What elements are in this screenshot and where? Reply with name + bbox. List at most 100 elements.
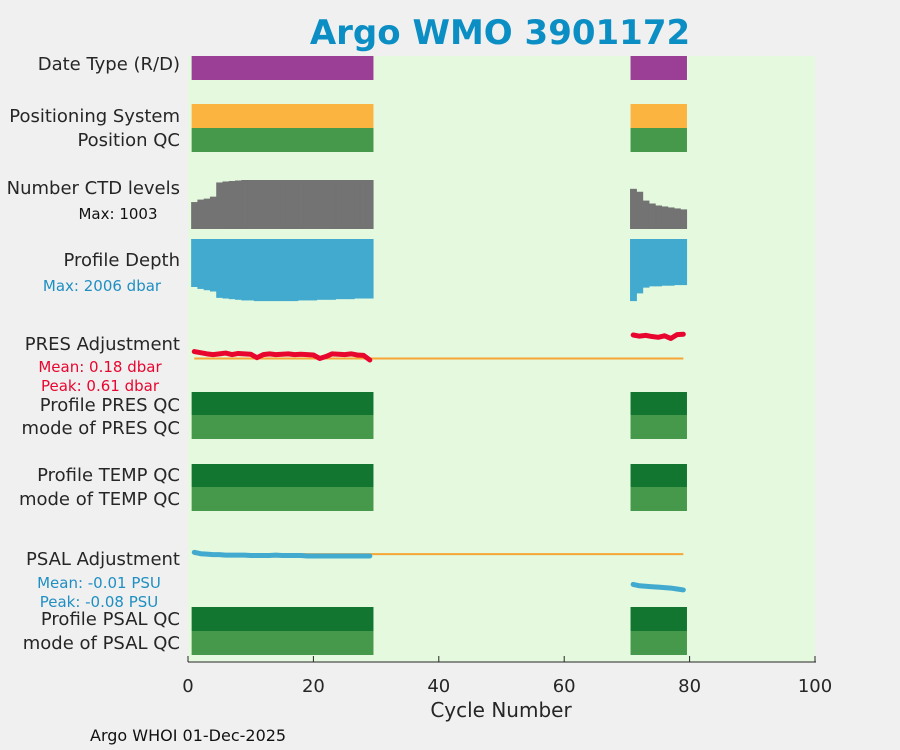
bar-number-ctd-levels-cycle-7: [228, 180, 236, 229]
bar-profile-depth-cycle-18: [297, 239, 305, 301]
bar-number-ctd-levels-cycle-1: [191, 202, 199, 229]
bar-profile-depth-cycle-20: [310, 239, 318, 301]
chart-marks: [191, 56, 688, 655]
x-axis-label: Cycle Number: [430, 698, 572, 722]
bar-number-ctd-levels-cycle-22: [322, 180, 330, 229]
row-note-pres-adjustment-0: Mean: 0.18 dbar: [38, 358, 162, 376]
bar-mode-pres-qc-segment-0: [191, 415, 374, 439]
bar-profile-depth-cycle-19: [303, 239, 311, 301]
bar-number-ctd-levels-cycle-28: [360, 180, 368, 229]
bar-profile-depth-cycle-10: [247, 239, 255, 301]
bar-profile-depth-cycle-72: [636, 239, 644, 294]
bar-profile-depth-cycle-8: [235, 239, 242, 300]
bar-number-ctd-levels-cycle-17: [291, 180, 299, 229]
bar-profile-depth-cycle-75: [655, 239, 662, 287]
bar-profile-depth-cycle-3: [203, 239, 211, 291]
bar-profile-depth-cycle-79: [680, 239, 688, 286]
bar-date-type-segment-0: [191, 56, 374, 80]
x-tick-label-100: 100: [798, 676, 832, 697]
bar-profile-depth-cycle-21: [316, 239, 324, 300]
x-tick-label-60: 60: [553, 676, 576, 697]
x-tick-label-20: 20: [302, 676, 325, 697]
bar-profile-depth-cycle-13: [266, 239, 274, 302]
bar-mode-temp-qc-segment-1: [630, 487, 687, 511]
bar-profile-depth-cycle-17: [291, 239, 299, 302]
row-note-profile-depth-0: Max: 2006 dbar: [43, 277, 162, 295]
bar-number-ctd-levels-cycle-74: [648, 203, 656, 229]
bar-number-ctd-levels-cycle-19: [303, 180, 311, 229]
bar-positioning-system-segment-0: [191, 104, 374, 128]
bar-number-ctd-levels-cycle-12: [260, 180, 267, 229]
bar-profile-depth-cycle-14: [272, 239, 280, 302]
bar-profile-temp-qc-segment-0: [191, 464, 374, 487]
bar-profile-depth-cycle-6: [222, 239, 230, 299]
row-note-psal-adjustment-0: Mean: -0.01 PSU: [37, 574, 161, 592]
bar-mode-temp-qc-segment-0: [191, 487, 374, 511]
line-psal-adjustment-run-1: [630, 581, 686, 593]
row-label-profile-pres-qc: Profile PRES QC: [40, 395, 180, 416]
bar-number-ctd-levels-cycle-9: [241, 180, 249, 229]
bar-profile-depth-cycle-25: [341, 239, 349, 300]
bar-number-ctd-levels-cycle-15: [278, 180, 286, 229]
bar-profile-temp-qc-segment-1: [630, 464, 687, 487]
bar-number-ctd-levels-cycle-13: [266, 180, 274, 229]
bar-profile-depth-cycle-4: [209, 239, 217, 292]
x-axis: 0 20 40 60 80 100: [182, 656, 832, 697]
bar-positioning-system-segment-1: [630, 104, 687, 128]
bar-number-ctd-levels-cycle-5: [216, 182, 224, 229]
bar-number-ctd-levels-cycle-8: [235, 180, 242, 229]
bar-profile-depth-cycle-26: [347, 239, 355, 300]
bar-number-ctd-levels-cycle-29: [366, 180, 374, 229]
bar-number-ctd-levels-cycle-10: [247, 180, 255, 229]
bar-number-ctd-levels-cycle-23: [329, 180, 336, 229]
bar-position-qc-segment-0: [191, 128, 374, 152]
bar-number-ctd-levels-cycle-26: [347, 180, 355, 229]
row-note-number-ctd-levels-0: Max: 1003: [78, 205, 157, 223]
bar-profile-depth-cycle-15: [278, 239, 286, 302]
row-note-psal-adjustment-1: Peak: -0.08 PSU: [40, 593, 159, 611]
bar-profile-depth-cycle-27: [354, 239, 362, 299]
footer-credit: Argo WHOI 01-Dec-2025: [90, 726, 286, 745]
x-tick-label-0: 0: [182, 676, 193, 697]
bar-profile-depth-cycle-78: [673, 239, 681, 286]
bar-number-ctd-levels-cycle-73: [642, 200, 650, 229]
bar-position-qc-segment-1: [630, 128, 687, 152]
bar-number-ctd-levels-cycle-6: [222, 181, 230, 229]
bar-number-ctd-levels-cycle-3: [203, 198, 211, 229]
bar-profile-depth-cycle-29: [366, 239, 374, 299]
chart-title: Argo WMO 3901172: [310, 13, 690, 53]
row-label-psal-adjustment: PSAL Adjustment: [26, 549, 180, 570]
bar-number-ctd-levels-cycle-4: [209, 196, 217, 229]
bar-profile-pres-qc-segment-0: [191, 392, 374, 415]
bar-number-ctd-levels-cycle-20: [310, 180, 318, 229]
bar-profile-depth-cycle-23: [329, 239, 336, 300]
x-tick-label-40: 40: [427, 676, 450, 697]
bar-date-type-segment-1: [630, 56, 687, 80]
bar-profile-depth-cycle-7: [228, 239, 236, 300]
bar-profile-depth-cycle-11: [253, 239, 261, 302]
bar-profile-pres-qc-segment-1: [630, 392, 687, 415]
bar-profile-depth-cycle-71: [630, 239, 637, 302]
row-label-profile-depth: Profile Depth: [63, 250, 180, 271]
bar-number-ctd-levels-cycle-21: [316, 180, 324, 229]
bar-profile-depth-cycle-24: [335, 239, 343, 300]
bar-profile-depth-cycle-1: [191, 239, 199, 287]
bar-profile-psal-qc-segment-0: [191, 607, 374, 631]
row-label-mode-pres-qc: mode of PRES QC: [22, 418, 180, 439]
row-label-profile-temp-qc: Profile TEMP QC: [37, 465, 180, 486]
bar-profile-depth-cycle-12: [260, 239, 267, 302]
bar-number-ctd-levels-cycle-78: [673, 208, 681, 229]
bar-profile-depth-cycle-73: [642, 239, 650, 288]
line-pres-adjustment-run-1: [630, 331, 686, 341]
row-label-pres-adjustment: PRES Adjustment: [25, 334, 180, 355]
row-label-position-qc: Position QC: [77, 130, 180, 151]
row-label-date-type: Date Type (R/D): [38, 54, 180, 75]
bar-number-ctd-levels-cycle-24: [335, 180, 343, 229]
bar-profile-depth-cycle-76: [661, 239, 669, 286]
row-label-number-ctd-levels: Number CTD levels: [7, 178, 180, 199]
bar-profile-depth-cycle-74: [648, 239, 656, 287]
bar-profile-depth-cycle-5: [216, 239, 224, 298]
bar-number-ctd-levels-cycle-75: [655, 205, 662, 229]
